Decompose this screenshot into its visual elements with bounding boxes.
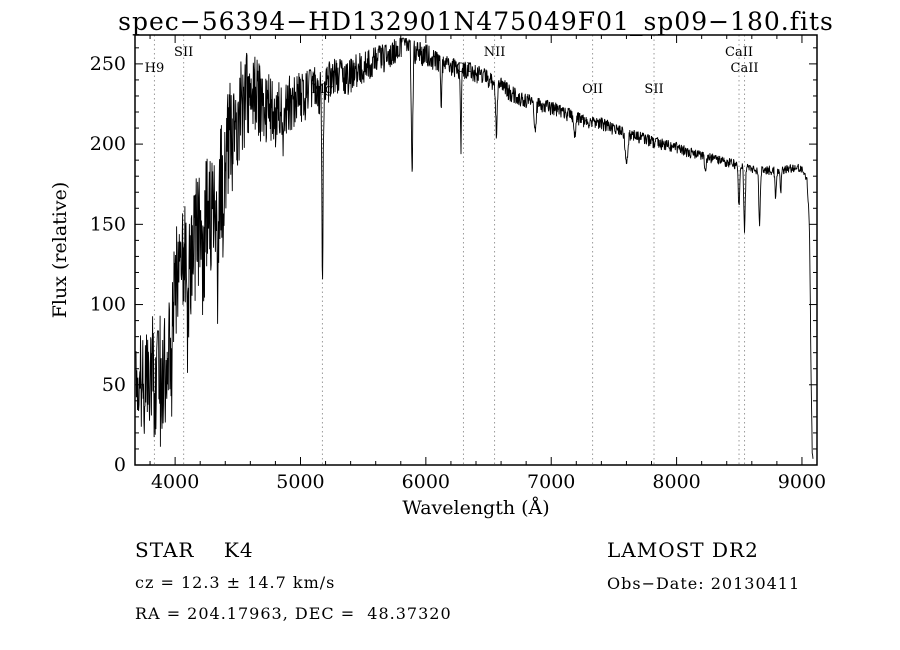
y-tick-label: 50: [102, 374, 126, 396]
obs-date-label: Obs−Date: 20130411: [607, 574, 801, 593]
feature-label-nii: NII: [484, 45, 506, 60]
ra-dec-label: RA = 204.17963, DEC = 48.37320: [135, 604, 452, 623]
feature-label-caii: CaII: [731, 61, 759, 76]
classification-label: STAR K4: [135, 538, 254, 562]
feature-label-sii: SII: [174, 45, 193, 60]
x-axis-title: Wavelength (Å): [402, 497, 549, 519]
x-tick-label: 6000: [402, 471, 450, 493]
survey-label: LAMOST DR2: [607, 538, 759, 562]
x-tick-label: 8000: [652, 471, 700, 493]
y-tick-label: 200: [90, 133, 126, 155]
y-axis-title: Flux (relative): [49, 182, 71, 319]
y-tick-label: 0: [114, 454, 126, 476]
x-tick-label: 9000: [778, 471, 826, 493]
y-tick-label: 100: [90, 294, 126, 316]
x-tick-label: 4000: [151, 471, 199, 493]
feature-label-sii: SII: [644, 82, 663, 97]
radial-velocity-label: cz = 12.3 ± 14.7 km/s: [135, 573, 336, 592]
y-tick-label: 250: [90, 53, 126, 75]
x-tick-label: 7000: [527, 471, 575, 493]
plot-title: spec−56394−HD132901N475049F01_sp09−180.f…: [118, 7, 834, 36]
feature-label-oii: OII: [582, 82, 603, 97]
y-tick-label: 150: [90, 213, 126, 235]
spectrum-line: [135, 37, 814, 459]
feature-label-h9: H9: [145, 61, 165, 76]
x-tick-label: 5000: [276, 471, 324, 493]
feature-label-caii: CaII: [725, 45, 753, 60]
plot-frame: [134, 34, 818, 466]
